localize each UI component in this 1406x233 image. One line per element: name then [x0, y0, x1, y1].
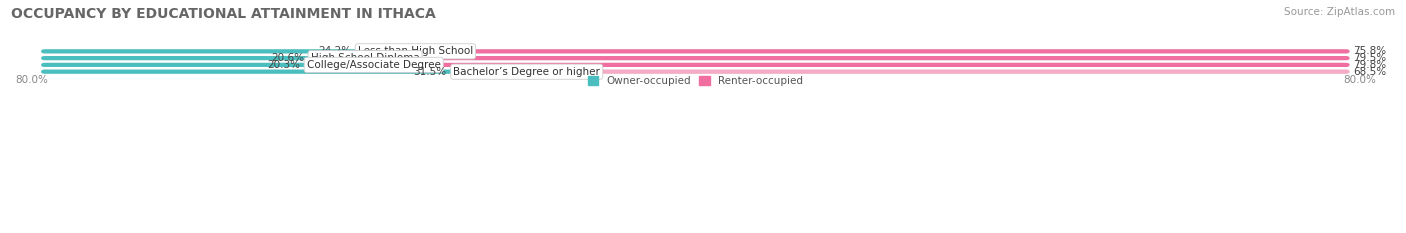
FancyBboxPatch shape [41, 63, 307, 67]
Text: High School Diploma: High School Diploma [311, 53, 419, 63]
Text: 80.0%: 80.0% [1343, 75, 1375, 85]
FancyBboxPatch shape [41, 70, 1350, 74]
Text: Less than High School: Less than High School [357, 46, 472, 56]
Text: 75.8%: 75.8% [1354, 46, 1386, 56]
Text: 20.6%: 20.6% [271, 53, 304, 63]
FancyBboxPatch shape [41, 56, 311, 60]
Text: 79.8%: 79.8% [1354, 60, 1386, 70]
Legend: Owner-occupied, Renter-occupied: Owner-occupied, Renter-occupied [583, 72, 807, 90]
FancyBboxPatch shape [41, 49, 1350, 53]
Text: Source: ZipAtlas.com: Source: ZipAtlas.com [1284, 7, 1395, 17]
Text: Bachelor’s Degree or higher: Bachelor’s Degree or higher [453, 67, 600, 77]
Text: 68.5%: 68.5% [1354, 67, 1386, 77]
FancyBboxPatch shape [41, 49, 357, 53]
Text: 24.2%: 24.2% [318, 46, 352, 56]
FancyBboxPatch shape [357, 49, 1350, 53]
Text: 20.3%: 20.3% [267, 60, 301, 70]
FancyBboxPatch shape [41, 56, 1350, 60]
FancyBboxPatch shape [41, 63, 1350, 67]
FancyBboxPatch shape [309, 56, 1350, 60]
Text: 79.5%: 79.5% [1354, 53, 1386, 63]
Text: 80.0%: 80.0% [15, 75, 48, 85]
FancyBboxPatch shape [305, 63, 1350, 67]
Text: OCCUPANCY BY EDUCATIONAL ATTAINMENT IN ITHACA: OCCUPANCY BY EDUCATIONAL ATTAINMENT IN I… [11, 7, 436, 21]
Text: 31.5%: 31.5% [413, 67, 447, 77]
Text: College/Associate Degree: College/Associate Degree [307, 60, 440, 70]
FancyBboxPatch shape [41, 70, 453, 74]
FancyBboxPatch shape [453, 70, 1350, 74]
